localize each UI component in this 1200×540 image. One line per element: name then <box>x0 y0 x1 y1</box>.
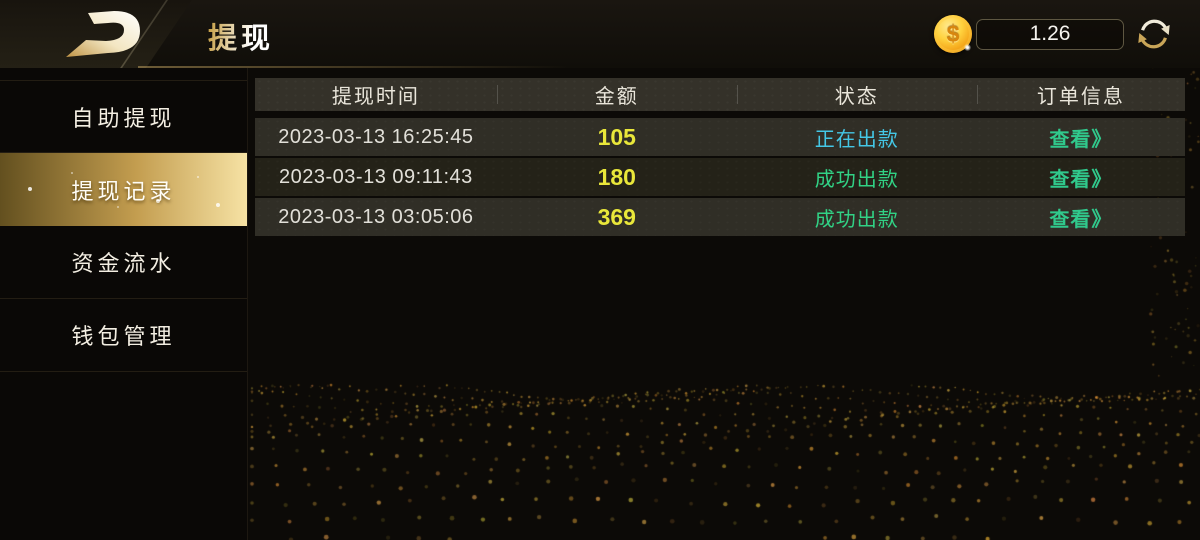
balance-group: $ 1.26 <box>934 0 1174 68</box>
app-logo-icon <box>66 11 140 57</box>
header-divider <box>736 85 738 104</box>
column-header-status: 状态 <box>834 86 879 108</box>
table-body: 2023-03-13 16:25:45 105 正在出款 查看》 2023-03… <box>255 118 1185 236</box>
refresh-button[interactable] <box>1134 14 1174 54</box>
table-row: 2023-03-13 09:11:43 180 成功出款 查看》 <box>255 158 1185 196</box>
withdraw-time-cell: 2023-03-13 16:25:45 <box>278 125 474 148</box>
view-order-link[interactable]: 查看》 <box>1049 208 1113 231</box>
sidebar-menu: 自助提现提现记录资金流水钱包管理 <box>0 68 248 540</box>
view-order-link[interactable]: 查看》 <box>1049 128 1113 151</box>
sidebar-item-withdraw-records[interactable]: 提现记录 <box>0 153 247 226</box>
sparkle-decoration <box>28 187 32 191</box>
sidebar-item-label: 资金流水 <box>71 251 176 276</box>
amount-cell: 105 <box>597 123 636 150</box>
header-divider <box>976 85 978 104</box>
sidebar-item-label: 提现记录 <box>71 178 176 204</box>
main-content: 提现时间 金额 状态 订单信息 2023-03-13 16:25:45 105 … <box>248 68 1200 540</box>
status-cell: 正在出款 <box>814 128 899 151</box>
status-cell: 成功出款 <box>814 208 899 231</box>
sidebar-item-label: 钱包管理 <box>71 324 176 349</box>
withdraw-time-cell: 2023-03-13 09:11:43 <box>279 165 473 188</box>
balance-display[interactable]: 1.26 <box>976 18 1124 50</box>
withdraw-time-cell: 2023-03-13 03:05:06 <box>278 205 474 228</box>
column-header-amount: 金额 <box>594 86 639 108</box>
sidebar-item-wallet-manage[interactable]: 钱包管理 <box>0 299 247 372</box>
top-bar: 提现 $ 1.26 <box>0 0 1200 68</box>
table-row: 2023-03-13 03:05:06 369 成功出款 查看》 <box>255 198 1185 236</box>
table-header-row: 提现时间 金额 状态 订单信息 <box>255 78 1185 111</box>
table-row: 2023-03-13 16:25:45 105 正在出款 查看》 <box>255 118 1185 156</box>
withdraw-records-table: 提现时间 金额 状态 订单信息 2023-03-13 16:25:45 105 … <box>255 78 1185 238</box>
gold-underline <box>138 66 568 68</box>
status-cell: 成功出款 <box>814 168 899 191</box>
page-title: 提现 <box>208 15 274 57</box>
amount-cell: 180 <box>597 163 636 190</box>
column-header-time: 提现时间 <box>331 86 420 108</box>
sidebar-item-label: 自助提现 <box>71 105 176 131</box>
view-order-link[interactable]: 查看》 <box>1049 168 1113 191</box>
sidebar-item-self-withdraw[interactable]: 自助提现 <box>0 80 247 153</box>
column-header-order: 订单信息 <box>1036 86 1125 108</box>
gold-coin-icon: $ <box>934 15 972 53</box>
header-divider <box>496 85 498 104</box>
amount-cell: 369 <box>597 203 636 230</box>
sidebar-item-fund-flow[interactable]: 资金流水 <box>0 226 247 299</box>
refresh-icon <box>1138 19 1170 49</box>
dollar-symbol: $ <box>946 20 960 47</box>
